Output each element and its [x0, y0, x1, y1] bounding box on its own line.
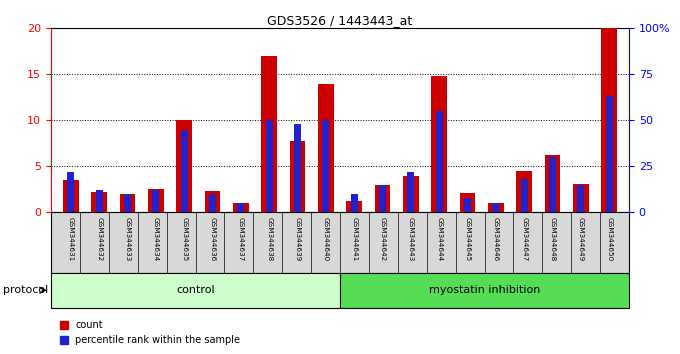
- Text: GSM344632: GSM344632: [96, 217, 102, 262]
- Bar: [375, 185, 390, 212]
- Bar: [521, 179, 528, 212]
- Bar: [346, 201, 362, 212]
- Text: GSM344648: GSM344648: [549, 217, 556, 262]
- Bar: [266, 120, 273, 212]
- Bar: [148, 189, 164, 212]
- Text: GSM344641: GSM344641: [351, 217, 357, 262]
- Bar: [407, 172, 414, 212]
- Text: GSM344647: GSM344647: [521, 217, 527, 262]
- Bar: [181, 130, 188, 212]
- Bar: [205, 191, 220, 212]
- Bar: [601, 28, 617, 212]
- Text: GSM344637: GSM344637: [238, 217, 244, 262]
- Bar: [436, 111, 443, 212]
- Bar: [577, 185, 584, 212]
- Bar: [261, 56, 277, 212]
- Bar: [464, 198, 471, 212]
- Bar: [516, 171, 532, 212]
- Bar: [233, 203, 249, 212]
- Bar: [237, 203, 244, 212]
- Bar: [549, 157, 556, 212]
- Bar: [124, 194, 131, 212]
- Text: GSM344638: GSM344638: [266, 217, 272, 262]
- Bar: [488, 203, 504, 212]
- Text: GSM344649: GSM344649: [578, 217, 584, 262]
- Bar: [492, 203, 499, 212]
- Text: protocol: protocol: [3, 285, 49, 295]
- Text: GDS3526 / 1443443_at: GDS3526 / 1443443_at: [267, 14, 413, 27]
- Bar: [606, 96, 613, 212]
- Bar: [431, 76, 447, 212]
- Text: GSM344635: GSM344635: [181, 217, 187, 262]
- Bar: [460, 193, 475, 212]
- Text: GSM344644: GSM344644: [436, 217, 442, 262]
- Bar: [176, 120, 192, 212]
- Bar: [91, 192, 107, 212]
- Text: GSM344633: GSM344633: [124, 217, 131, 262]
- Bar: [318, 84, 334, 212]
- Text: control: control: [176, 285, 215, 295]
- Bar: [545, 155, 560, 212]
- Bar: [351, 194, 358, 212]
- Text: GSM344634: GSM344634: [153, 217, 159, 262]
- Bar: [403, 176, 419, 212]
- Bar: [340, 273, 629, 308]
- Bar: [51, 273, 340, 308]
- Text: GSM344650: GSM344650: [606, 217, 612, 262]
- Text: GSM344639: GSM344639: [294, 217, 301, 262]
- Bar: [63, 180, 79, 212]
- Text: GSM344646: GSM344646: [493, 217, 499, 262]
- Bar: [67, 172, 74, 212]
- Bar: [209, 194, 216, 212]
- Legend: count, percentile rank within the sample: count, percentile rank within the sample: [56, 316, 244, 349]
- Text: GSM344643: GSM344643: [408, 217, 414, 262]
- Bar: [294, 124, 301, 212]
- Bar: [379, 185, 386, 212]
- Text: myostatin inhibition: myostatin inhibition: [429, 285, 540, 295]
- Bar: [322, 120, 329, 212]
- Text: GSM344642: GSM344642: [379, 217, 386, 262]
- Bar: [96, 190, 103, 212]
- Bar: [152, 190, 159, 212]
- Bar: [290, 141, 305, 212]
- Bar: [573, 184, 589, 212]
- Text: GSM344636: GSM344636: [209, 217, 216, 262]
- Text: GSM344645: GSM344645: [464, 217, 471, 262]
- Text: GSM344631: GSM344631: [68, 217, 74, 262]
- Bar: [120, 194, 135, 212]
- Text: GSM344640: GSM344640: [323, 217, 329, 262]
